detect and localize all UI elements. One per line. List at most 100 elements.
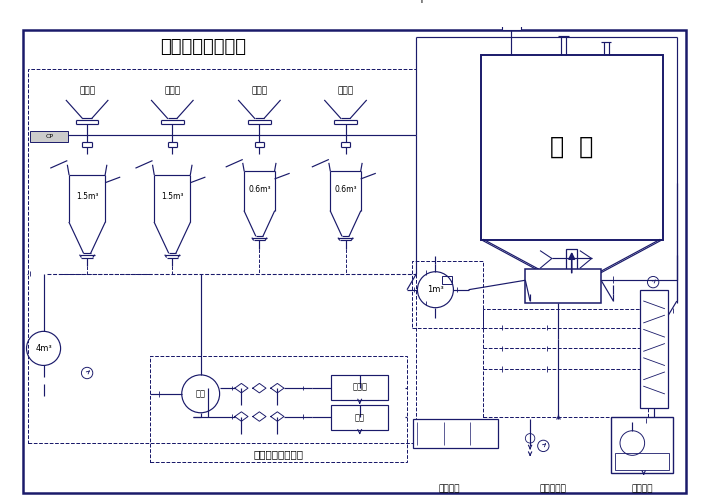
Polygon shape	[497, 325, 502, 331]
Polygon shape	[239, 430, 244, 433]
Polygon shape	[239, 426, 244, 430]
Text: 干灰装车: 干灰装车	[631, 484, 652, 493]
Polygon shape	[497, 366, 502, 372]
Polygon shape	[231, 164, 235, 167]
Polygon shape	[41, 381, 46, 384]
Text: 0.6m³: 0.6m³	[248, 185, 271, 194]
Polygon shape	[232, 414, 235, 419]
Polygon shape	[239, 402, 244, 405]
Polygon shape	[232, 386, 235, 391]
Text: T: T	[418, 0, 424, 5]
Polygon shape	[155, 391, 159, 397]
Polygon shape	[112, 180, 117, 184]
Text: 二电场: 二电场	[164, 86, 180, 95]
Polygon shape	[497, 345, 502, 351]
Polygon shape	[275, 398, 279, 402]
Polygon shape	[41, 262, 46, 266]
Polygon shape	[303, 386, 307, 391]
Polygon shape	[547, 325, 552, 331]
Text: 1.5m³: 1.5m³	[76, 192, 99, 201]
Polygon shape	[530, 276, 536, 283]
Polygon shape	[239, 398, 244, 402]
Polygon shape	[642, 418, 646, 422]
Bar	[566, 249, 577, 275]
Polygon shape	[281, 172, 286, 176]
Polygon shape	[299, 414, 303, 419]
Text: CP: CP	[45, 134, 53, 139]
Polygon shape	[433, 264, 437, 268]
Polygon shape	[525, 276, 530, 283]
Polygon shape	[426, 270, 430, 275]
Polygon shape	[547, 345, 552, 351]
Text: 浓相气力输送系统: 浓相气力输送系统	[160, 38, 247, 56]
Polygon shape	[198, 176, 202, 180]
Bar	[150, 356, 407, 462]
Bar	[615, 452, 669, 470]
Text: 空压机: 空压机	[352, 383, 367, 392]
Polygon shape	[502, 345, 506, 351]
Polygon shape	[55, 161, 60, 165]
Polygon shape	[542, 366, 547, 372]
Polygon shape	[613, 276, 619, 283]
Polygon shape	[275, 426, 279, 430]
Polygon shape	[159, 391, 164, 397]
Bar	[483, 309, 649, 417]
Polygon shape	[426, 301, 430, 305]
Polygon shape	[228, 386, 232, 391]
Text: 压力水进口: 压力水进口	[540, 484, 566, 493]
Polygon shape	[206, 398, 211, 402]
Polygon shape	[673, 308, 677, 313]
Bar	[502, 17, 520, 30]
Bar	[481, 55, 663, 240]
Text: 4m³: 4m³	[35, 344, 52, 353]
Polygon shape	[502, 366, 506, 372]
Polygon shape	[206, 407, 211, 411]
Bar	[640, 290, 669, 408]
Text: 1m³: 1m³	[427, 285, 444, 294]
Polygon shape	[299, 386, 303, 391]
Polygon shape	[527, 442, 532, 446]
Polygon shape	[368, 176, 372, 180]
Text: 1.5m³: 1.5m³	[161, 192, 184, 201]
Text: 备用: 备用	[354, 413, 364, 422]
Polygon shape	[281, 176, 286, 180]
Polygon shape	[275, 402, 279, 405]
Polygon shape	[198, 180, 202, 184]
Bar	[331, 405, 388, 430]
Polygon shape	[199, 266, 203, 270]
Polygon shape	[433, 312, 437, 315]
Polygon shape	[55, 165, 60, 168]
Polygon shape	[413, 287, 418, 292]
Polygon shape	[422, 270, 426, 275]
Text: 灰  库: 灰 库	[550, 135, 593, 159]
Text: 三电场: 三电场	[251, 86, 267, 95]
Polygon shape	[651, 286, 655, 290]
Bar	[412, 261, 483, 328]
Polygon shape	[206, 403, 211, 407]
Polygon shape	[422, 301, 426, 305]
Polygon shape	[454, 287, 457, 292]
Polygon shape	[651, 290, 655, 294]
Polygon shape	[275, 430, 279, 433]
Polygon shape	[206, 394, 211, 398]
Polygon shape	[26, 271, 30, 276]
Polygon shape	[433, 321, 437, 325]
Polygon shape	[646, 418, 649, 422]
Bar	[611, 416, 673, 473]
Polygon shape	[669, 308, 673, 313]
Bar	[413, 419, 498, 448]
Polygon shape	[457, 287, 461, 292]
Polygon shape	[410, 287, 413, 292]
Polygon shape	[368, 172, 372, 176]
Polygon shape	[542, 345, 547, 351]
Polygon shape	[303, 414, 307, 419]
Text: 气力输送供气系统: 气力输送供气系统	[253, 449, 303, 459]
Polygon shape	[671, 179, 677, 186]
Polygon shape	[433, 317, 437, 321]
Polygon shape	[41, 258, 46, 262]
Bar	[28, 69, 416, 443]
Polygon shape	[141, 165, 145, 168]
Polygon shape	[542, 325, 547, 331]
Bar	[331, 375, 388, 400]
Bar	[525, 269, 601, 303]
